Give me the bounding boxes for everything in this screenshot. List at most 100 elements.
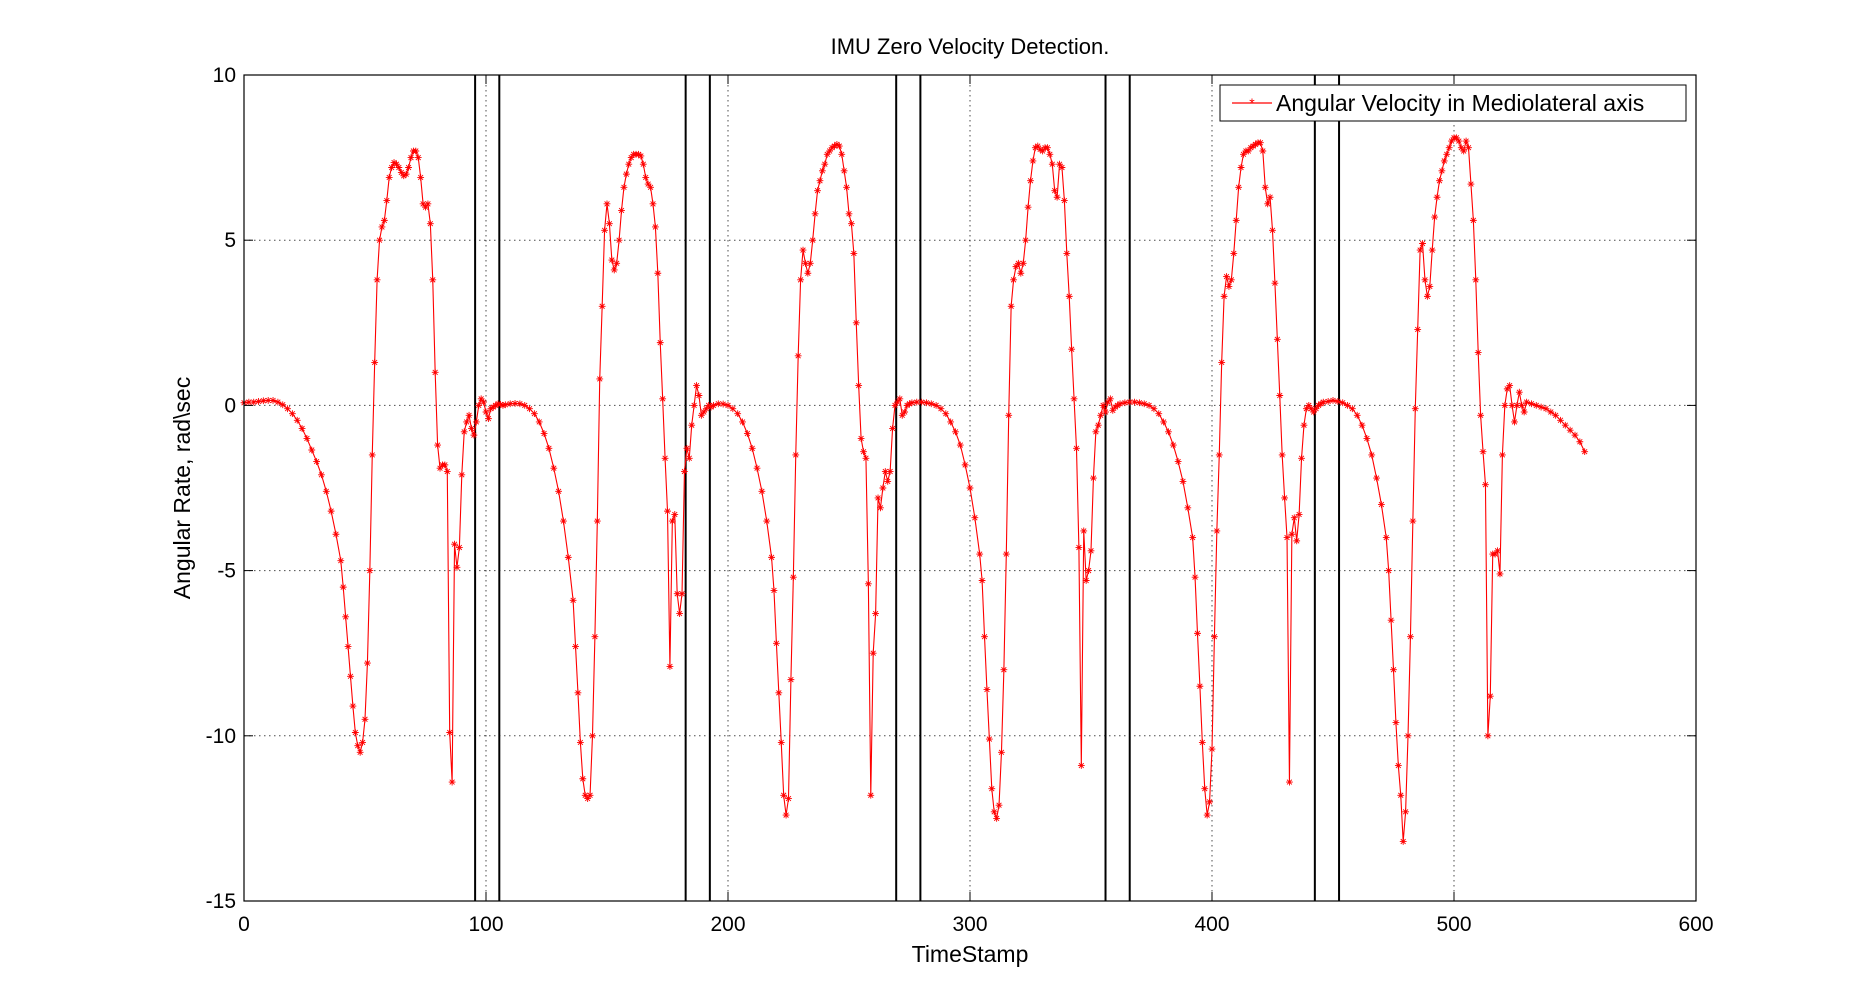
data-point-marker [1419,240,1426,247]
data-point-marker [826,147,834,155]
data-point-marker [373,276,381,284]
data-point-marker [818,167,826,175]
data-point-marker [1036,145,1044,153]
data-point-marker [1566,426,1574,434]
data-point-marker [1259,147,1267,155]
data-point-marker [356,748,364,756]
data-point-marker [349,702,357,710]
data-point-marker [1457,144,1465,152]
data-point-marker [1080,527,1088,535]
data-point-marker [1273,335,1281,343]
data-point-marker [1547,408,1555,416]
data-point-marker [1438,167,1446,175]
data-point-marker [833,140,841,148]
data-point-marker [596,375,604,383]
data-point-marker [1387,616,1395,624]
data-point-marker [1414,326,1422,333]
data-point-marker [1102,408,1109,416]
data-point-marker [332,530,340,538]
data-point-marker [1058,164,1066,171]
data-point-marker [443,468,451,475]
data-point-marker [775,689,783,697]
data-point-marker [1486,692,1494,700]
data-point-marker [608,256,616,264]
data-point-marker [956,441,964,449]
data-point-marker [574,689,582,697]
data-point-marker [806,259,814,267]
data-point-marker [848,220,855,228]
data-point-marker [1467,180,1475,188]
data-point-marker [661,454,669,462]
data-point-marker [1508,402,1516,409]
data-point-marker [414,154,422,161]
data-point-marker [395,164,403,171]
data-point-marker [903,402,911,409]
data-point-marker [1140,400,1148,408]
data-point-marker [768,553,775,561]
data-point-marker [1394,762,1402,769]
data-point-marker [284,405,291,413]
data-point-marker [1402,808,1409,816]
data-point-marker [1005,411,1013,419]
data-point-marker [1227,276,1235,284]
data-point-marker [618,207,625,214]
data-point-marker [1264,200,1272,208]
data-point-marker [407,154,415,161]
data-point-marker [1106,395,1114,403]
data-point-marker [550,464,558,472]
data-point-marker [693,382,700,389]
data-point-marker [380,216,388,224]
data-point-marker [255,398,262,405]
data-point-marker [603,200,611,208]
data-point-marker [780,791,788,799]
data-point-marker [1281,494,1288,502]
data-point-marker [531,410,538,418]
data-point-marker [1290,514,1298,522]
data-point-marker [627,154,635,161]
data-point-marker [1390,666,1397,674]
data-point-marker [250,398,258,406]
y-tick-label: 5 [224,229,236,252]
data-point-marker [606,220,613,228]
data-point-marker [894,398,901,406]
data-point-marker [1097,411,1105,419]
data-point-marker [1518,402,1526,409]
data-point-marker [376,236,383,244]
data-point-marker [1077,762,1085,769]
data-point-marker [901,408,909,416]
data-point-marker [1421,276,1429,284]
data-point-marker [1235,183,1243,191]
data-point-marker [1114,402,1122,409]
data-point-marker [1002,550,1010,558]
data-point-marker [1278,451,1286,459]
data-point-marker [1472,276,1480,284]
data-point-marker [809,236,817,244]
y-tick-label: -15 [206,890,236,913]
data-point-marker [1484,732,1492,740]
data-point-marker [1515,388,1523,396]
data-point-marker [707,403,715,411]
data-point-marker [1010,276,1017,284]
data-point-marker [799,246,807,254]
data-point-marker [823,150,831,158]
data-point-marker [1027,177,1034,185]
data-point-marker [654,269,662,277]
data-point-marker [1300,421,1308,429]
data-point-marker [794,352,802,360]
data-point-marker [889,425,896,432]
data-point-marker [1196,682,1204,690]
data-point-marker [1295,511,1303,518]
data-point-marker [947,418,955,426]
data-point-marker [1247,144,1255,152]
data-point-marker [998,748,1005,756]
grid-lines [244,75,1696,901]
data-point-marker [1015,259,1022,267]
data-point-marker [649,200,657,208]
data-point-marker [1111,403,1119,411]
legend-box [1219,84,1687,122]
data-point-marker [586,791,594,799]
data-point-marker [579,775,587,783]
chart-title: IMU Zero Velocity Detection. [831,34,1110,59]
data-point-marker [644,180,652,188]
data-point-marker [1462,137,1470,145]
